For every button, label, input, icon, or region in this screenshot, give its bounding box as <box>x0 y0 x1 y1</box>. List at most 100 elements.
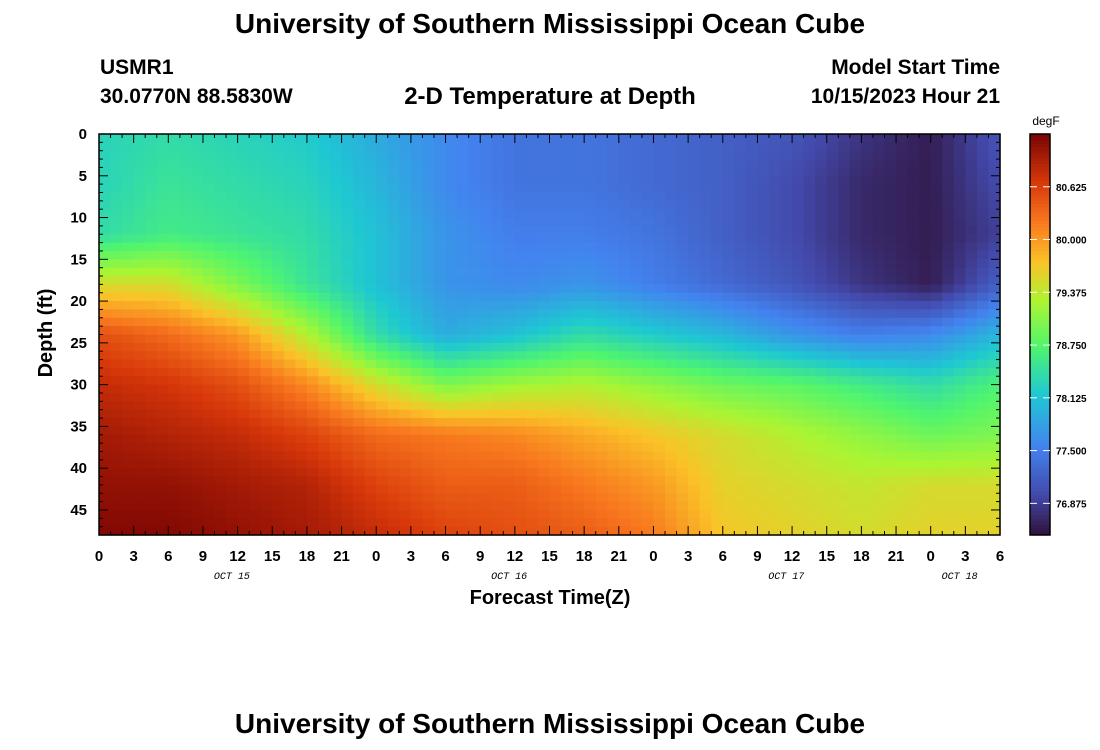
heatmap-cell <box>237 367 250 377</box>
heatmap-cell <box>676 234 689 244</box>
heatmap-cell <box>676 392 689 402</box>
heatmap-cell <box>133 334 146 344</box>
heatmap-cell <box>272 159 285 169</box>
heatmap-cell <box>757 184 770 194</box>
heatmap-cell <box>330 418 343 427</box>
heatmap-cell <box>341 175 354 185</box>
heatmap-cell <box>422 225 435 235</box>
heatmap-cell <box>491 501 504 511</box>
heatmap-cell <box>295 175 308 185</box>
heatmap-cell <box>387 184 400 194</box>
heatmap-cell <box>191 418 204 427</box>
heatmap-cell <box>792 376 805 386</box>
heatmap-cell <box>780 459 793 469</box>
colorbar-segment <box>1030 364 1050 369</box>
x-tick-label: 3 <box>407 548 415 565</box>
heatmap-cell <box>919 175 932 185</box>
heatmap-cell <box>792 443 805 453</box>
heatmap-cell <box>803 501 816 511</box>
heatmap-cell <box>110 334 123 344</box>
heatmap-cell <box>260 225 273 235</box>
heatmap-cell <box>410 351 424 361</box>
heatmap-cell <box>364 392 377 402</box>
heatmap-cell <box>503 234 516 244</box>
heatmap-cell <box>734 509 747 519</box>
heatmap-cell <box>387 384 400 394</box>
heatmap-cell <box>919 459 932 469</box>
heatmap-cell <box>641 509 655 519</box>
heatmap-cell <box>110 326 123 336</box>
heatmap-cell <box>457 451 470 461</box>
heatmap-cell <box>295 317 308 327</box>
heatmap-cell <box>907 443 920 453</box>
heatmap-cell <box>919 267 932 277</box>
heatmap-cell <box>122 367 135 377</box>
heatmap-cell <box>364 426 377 436</box>
heatmap-cell <box>630 192 643 202</box>
heatmap-cell <box>410 259 424 269</box>
heatmap-cell <box>260 159 273 169</box>
heatmap-cell <box>480 259 493 269</box>
heatmap-cell <box>99 326 112 336</box>
heatmap-cell <box>168 234 181 244</box>
heatmap-cell <box>711 142 724 152</box>
heatmap-cell <box>99 392 112 402</box>
heatmap-cell <box>318 225 331 235</box>
heatmap-cell <box>896 509 909 519</box>
heatmap-cell <box>237 401 250 411</box>
heatmap-cell <box>676 159 689 169</box>
heatmap-cell <box>295 276 308 285</box>
heatmap-cell <box>480 376 493 386</box>
heatmap-cell <box>549 234 562 244</box>
heatmap-cell <box>630 418 643 427</box>
heatmap-cell <box>676 376 689 386</box>
heatmap-cell <box>872 443 886 453</box>
heatmap-cell <box>145 501 158 511</box>
heatmap-cell <box>191 242 204 252</box>
heatmap-cell <box>884 276 897 285</box>
heatmap-cell <box>722 309 735 319</box>
heatmap-cell <box>260 242 273 252</box>
heatmap-cell <box>641 159 655 169</box>
heatmap-cell <box>433 351 447 361</box>
heatmap-cell <box>399 142 412 152</box>
heatmap-cell <box>861 451 874 461</box>
heatmap-cell <box>838 509 851 519</box>
heatmap-cell <box>272 317 285 327</box>
heatmap-cell <box>930 159 943 169</box>
heatmap-cell <box>214 359 227 369</box>
heatmap-cell <box>861 459 874 469</box>
heatmap-cell <box>641 259 655 269</box>
heatmap-cell <box>514 392 527 402</box>
heatmap-cell <box>537 142 551 152</box>
heatmap-cell <box>145 184 158 194</box>
heatmap-cell <box>757 217 770 227</box>
heatmap-cell <box>179 192 193 202</box>
heatmap-cell <box>422 409 435 419</box>
heatmap-cell <box>607 376 620 386</box>
heatmap-cell <box>561 167 574 177</box>
heatmap-cell <box>122 284 135 294</box>
heatmap-cell <box>295 459 308 469</box>
heatmap-cell <box>214 443 227 453</box>
heatmap-cell <box>826 359 839 369</box>
heatmap-cell <box>168 518 181 528</box>
heatmap-cell <box>237 267 250 277</box>
heatmap-cell <box>491 518 504 528</box>
heatmap-cell <box>792 493 805 503</box>
heatmap-cell <box>537 476 551 486</box>
heatmap-cell <box>422 267 435 277</box>
heatmap-cell <box>457 518 470 528</box>
heatmap-cell <box>653 409 666 419</box>
colorbar-segment <box>1030 234 1050 239</box>
heatmap-cell <box>110 159 123 169</box>
heatmap-cell <box>549 292 562 302</box>
heatmap-cell <box>202 509 216 519</box>
heatmap-cell <box>110 175 123 185</box>
heatmap-cell <box>561 509 574 519</box>
heatmap-cell <box>607 509 620 519</box>
heatmap-cell <box>965 459 978 469</box>
heatmap-cell <box>572 192 585 202</box>
station-id: USMR1 <box>100 56 174 79</box>
heatmap-cell <box>618 309 631 319</box>
